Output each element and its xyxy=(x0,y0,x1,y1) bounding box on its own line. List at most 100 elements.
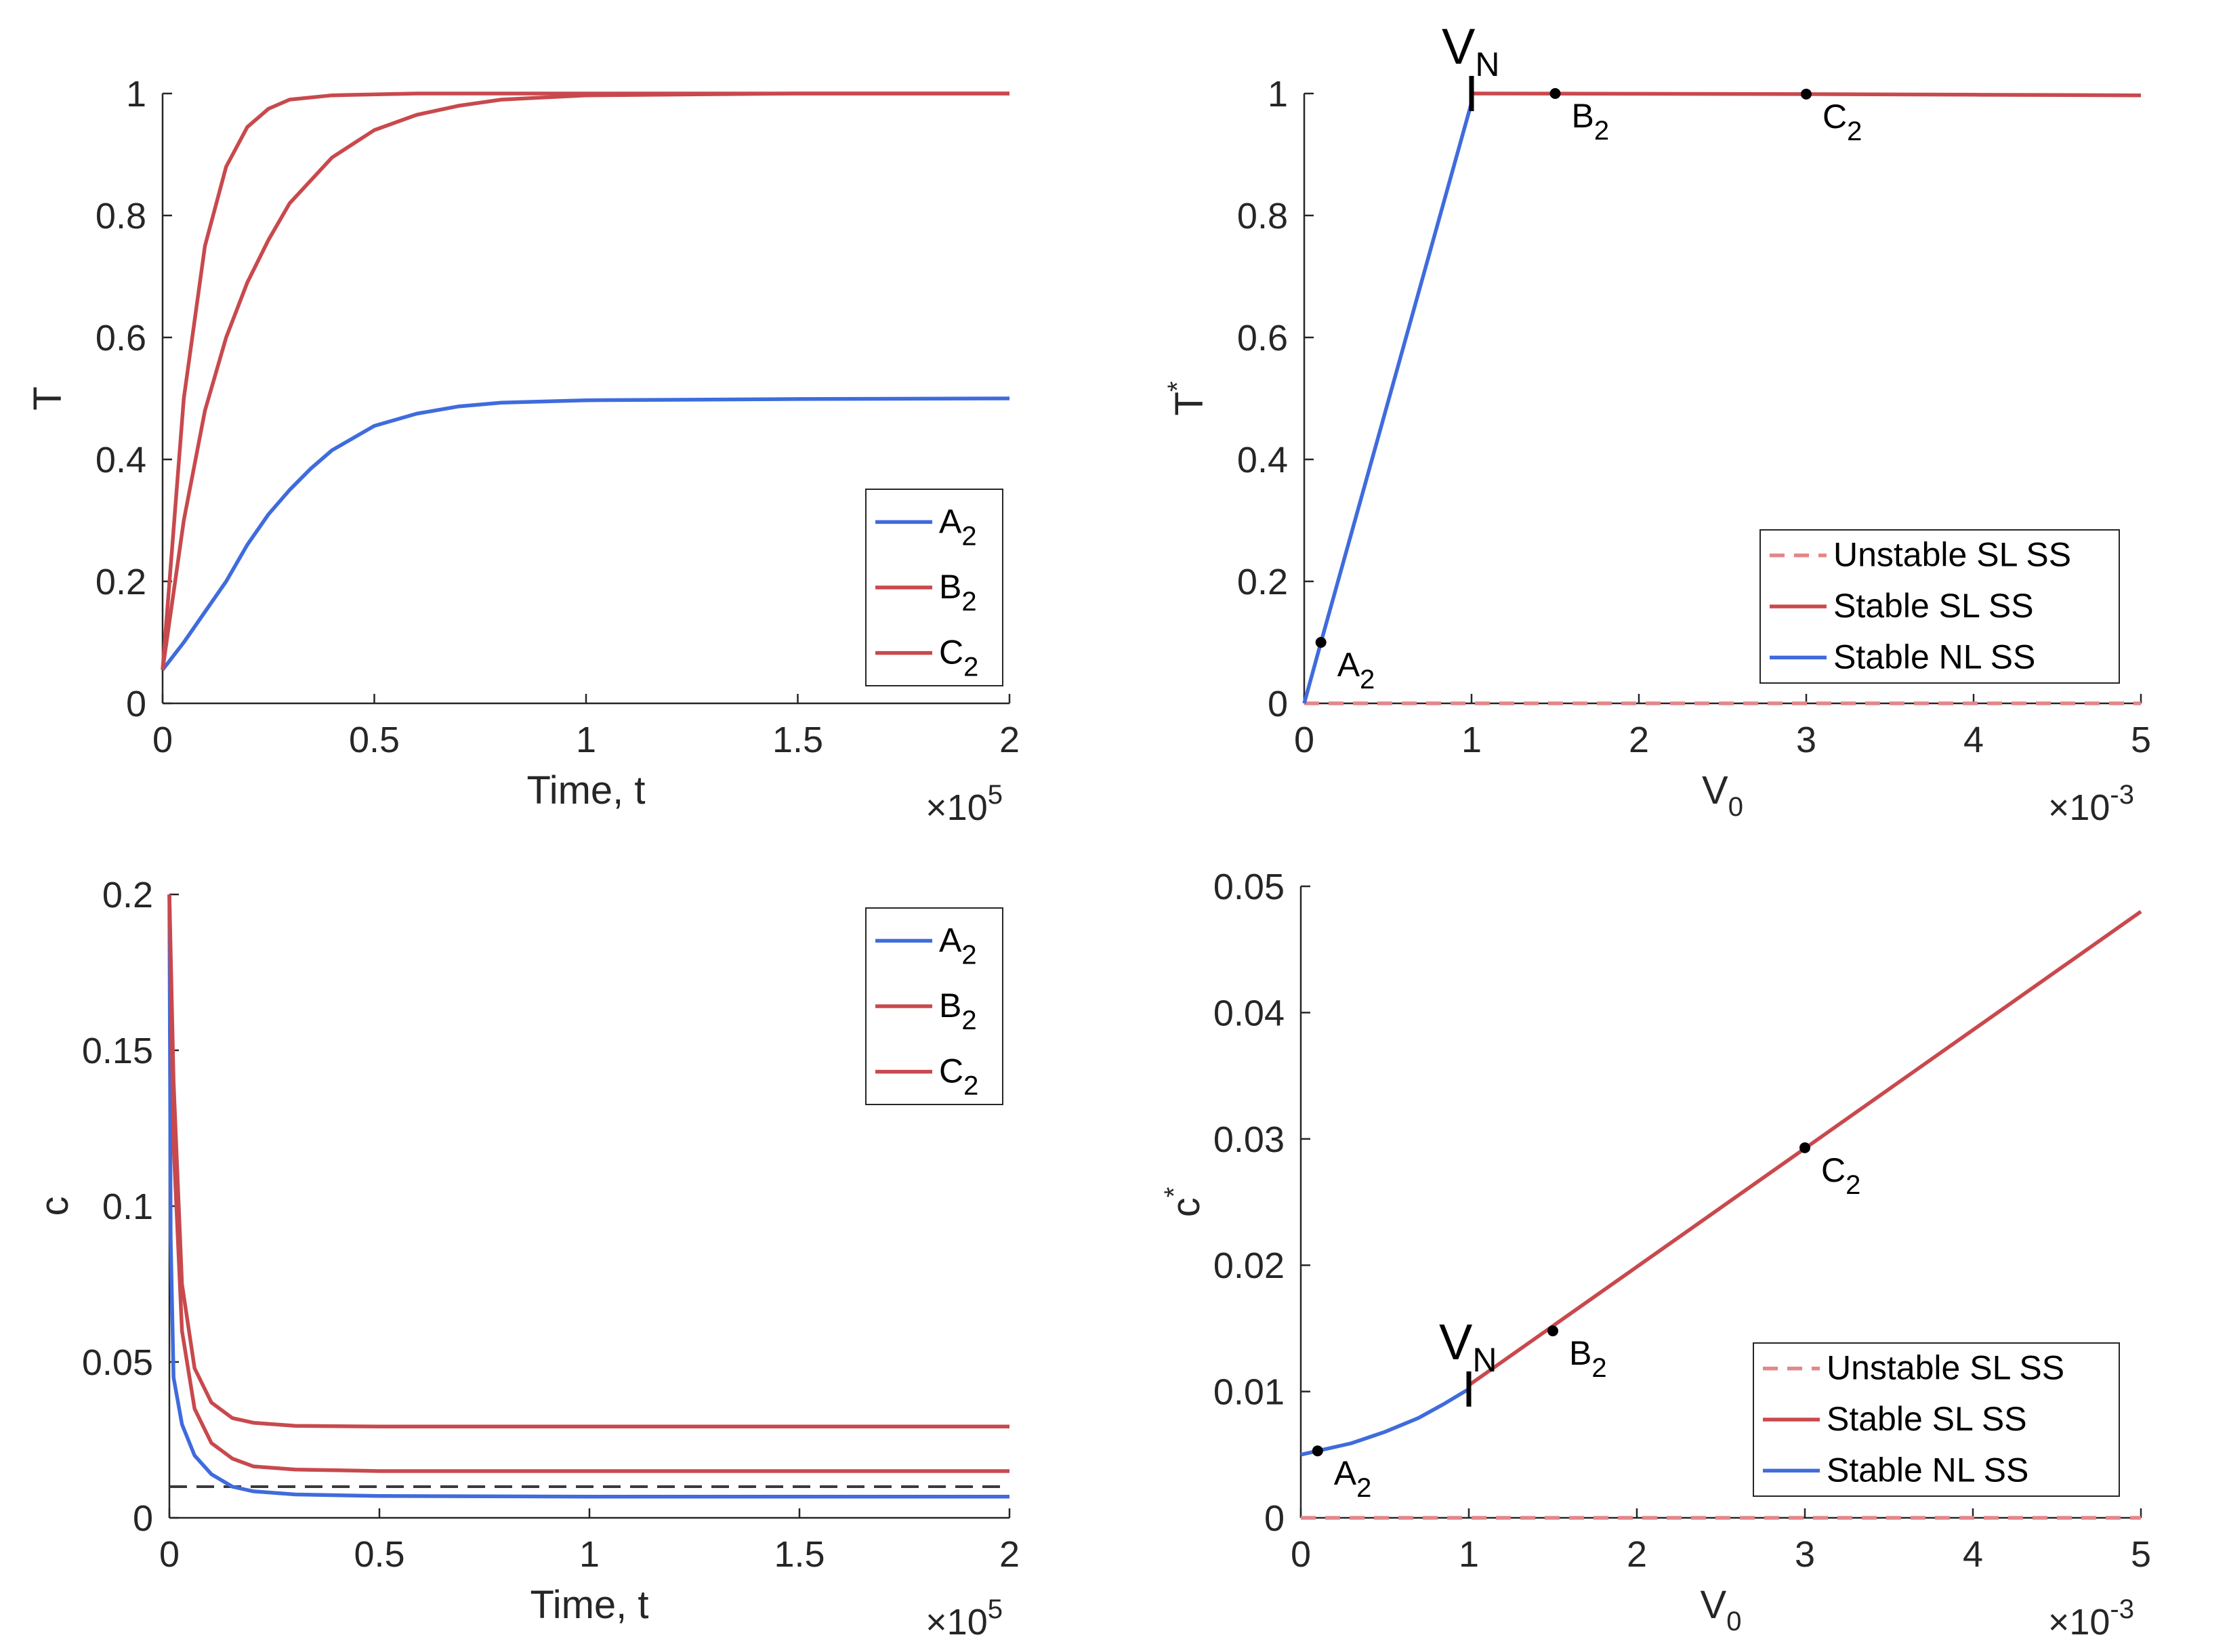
y-tick-label: 0.05 xyxy=(1213,867,1285,907)
point-label-0: A2 xyxy=(1334,1454,1372,1503)
point-marker-0 xyxy=(1312,1445,1323,1457)
y-tick-label: 0.8 xyxy=(1237,196,1288,236)
point-marker-1 xyxy=(1547,1325,1558,1337)
y-tick-label: 1 xyxy=(1268,74,1288,115)
y-tick-label: 0.8 xyxy=(96,196,146,236)
y-tick-label: 0 xyxy=(1264,1498,1285,1539)
x-tick-label: 3 xyxy=(1795,1534,1815,1575)
legend-label-1: B2 xyxy=(939,987,977,1035)
x-axis-label: Time, t xyxy=(530,1583,648,1627)
legend-label-2: C2 xyxy=(939,1052,978,1101)
series-line-2 xyxy=(1300,1387,1470,1457)
x-tick-label: 0 xyxy=(159,1534,180,1575)
point-marker-1 xyxy=(1549,88,1561,99)
legend-label-0: Unstable SL SS xyxy=(1827,1349,2064,1387)
legend: A2 B2 C2 xyxy=(865,907,1003,1105)
series-line-0 xyxy=(167,894,1009,1499)
y-tick-label: 0.03 xyxy=(1213,1119,1285,1160)
y-tick-label: 0.04 xyxy=(1213,993,1285,1033)
y-tick-label: 0.2 xyxy=(1237,562,1288,602)
y-tick-label: 0.6 xyxy=(1237,318,1288,358)
x-exponent-label: ×105 xyxy=(925,1594,1003,1643)
chart-top-right: 0 1 2 3 4 5 0 0.2 0.4 0.6 0.8 1 V0 T* ×10-3 VN A2 B2 C2 Uns… xyxy=(1163,18,2151,828)
legend: Unstable SL SS Stable SL SS Stable NL SS xyxy=(1759,529,2120,684)
x-axis-label: V0 xyxy=(1702,768,1743,822)
series-line-2 xyxy=(161,91,1009,670)
series-line-2 xyxy=(1302,102,1474,704)
legend-label-1: B2 xyxy=(939,568,977,617)
x-tick-label: 0.5 xyxy=(354,1534,404,1575)
x-exponent-label: ×10-3 xyxy=(2048,780,2134,828)
point-marker-0 xyxy=(1315,637,1327,648)
series-line-1 xyxy=(167,894,1009,1473)
chart-bottom-right: 0 1 2 3 4 5 0 0.01 0.02 0.03 0.04 0.05 V0 c* ×10-3 VN A2… xyxy=(1159,867,2151,1643)
y-tick-label: 0.4 xyxy=(96,440,146,480)
point-label-1: B2 xyxy=(1569,1334,1607,1383)
legend-label-0: Unstable SL SS xyxy=(1833,536,2071,574)
y-axis-label: T* xyxy=(1163,381,1211,415)
x-tick-label: 1.5 xyxy=(774,1534,825,1575)
legend-label-2: Stable NL SS xyxy=(1827,1451,2028,1489)
legend: A2 B2 C2 xyxy=(865,489,1003,686)
y-axis-label: c xyxy=(33,1197,77,1216)
point-label-0: A2 xyxy=(1337,646,1375,695)
y-tick-label: 0 xyxy=(126,684,146,724)
x-tick-label: 1 xyxy=(576,720,596,760)
legend-label-2: C2 xyxy=(939,634,978,682)
point-marker-2 xyxy=(1799,1142,1810,1153)
y-tick-label: 0.2 xyxy=(96,562,146,602)
y-tick-label: 0.2 xyxy=(102,875,153,915)
y-axis-label: T xyxy=(26,386,70,410)
y-tick-label: 0.15 xyxy=(82,1031,153,1071)
y-tick-label: 0 xyxy=(133,1498,153,1539)
legend-label-2: Stable NL SS xyxy=(1833,638,2035,676)
y-tick-label: 0 xyxy=(1268,684,1288,724)
x-tick-label: 3 xyxy=(1796,720,1816,760)
x-exponent-label: ×105 xyxy=(925,780,1003,828)
x-tick-label: 4 xyxy=(1963,720,1984,760)
x-tick-label: 0.5 xyxy=(349,720,400,760)
point-label-1: B2 xyxy=(1572,97,1610,146)
y-axis-label: c* xyxy=(1159,1187,1208,1218)
series-line-0 xyxy=(161,396,1010,672)
point-marker-2 xyxy=(1801,88,1812,100)
x-axis-label: V0 xyxy=(1701,1583,1742,1636)
legend-label-0: A2 xyxy=(939,921,977,970)
legend-label-0: A2 xyxy=(939,502,977,551)
y-tick-label: 0.6 xyxy=(96,318,146,358)
x-tick-label: 1.5 xyxy=(772,720,823,760)
x-tick-label: 1 xyxy=(1459,1534,1479,1575)
y-tick-label: 0.02 xyxy=(1213,1245,1285,1286)
point-label-2: C2 xyxy=(1822,98,1862,146)
x-tick-label: 2 xyxy=(1629,720,1649,760)
point-label-2: C2 xyxy=(1821,1151,1860,1200)
x-axis-label: Time, t xyxy=(526,768,645,812)
x-tick-label: 0 xyxy=(1291,1534,1311,1575)
series-line-1 xyxy=(161,91,1009,670)
x-exponent-label: ×10-3 xyxy=(2048,1594,2134,1643)
x-tick-label: 5 xyxy=(2131,1534,2151,1575)
legend-label-1: Stable SL SS xyxy=(1833,587,2034,625)
legend: Unstable SL SS Stable SL SS Stable NL SS xyxy=(1753,1342,2120,1497)
x-tick-label: 2 xyxy=(1627,1534,1647,1575)
y-tick-label: 1 xyxy=(126,74,146,115)
series-line-2 xyxy=(167,894,1009,1428)
x-tick-label: 1 xyxy=(1461,720,1482,760)
x-tick-label: 5 xyxy=(2131,720,2151,760)
y-tick-label: 0.05 xyxy=(82,1342,153,1383)
x-tick-label: 2 xyxy=(999,720,1020,760)
vn-label: VN xyxy=(1442,18,1499,83)
x-tick-label: 4 xyxy=(1963,1534,1983,1575)
chart-bottom-left: 0 0.5 1 1.5 2 0 0.05 0.1 0.15 0.2 Time, t c ×105 A2 B2… xyxy=(33,875,1020,1643)
chart-top-left: 0 0.5 1 1.5 2 0 0.2 0.4 0.6 0.8 1 Time, t T ×105 A2 B2 C… xyxy=(26,74,1020,828)
x-tick-label: 2 xyxy=(999,1534,1020,1575)
y-tick-label: 0.1 xyxy=(102,1186,153,1227)
y-tick-label: 0.4 xyxy=(1237,440,1288,480)
vn-label: VN xyxy=(1439,1314,1497,1379)
y-tick-label: 0.01 xyxy=(1213,1372,1285,1413)
x-tick-label: 1 xyxy=(579,1534,600,1575)
x-tick-label: 0 xyxy=(1294,720,1314,760)
legend-label-1: Stable SL SS xyxy=(1827,1400,2027,1438)
x-tick-label: 0 xyxy=(152,720,173,760)
